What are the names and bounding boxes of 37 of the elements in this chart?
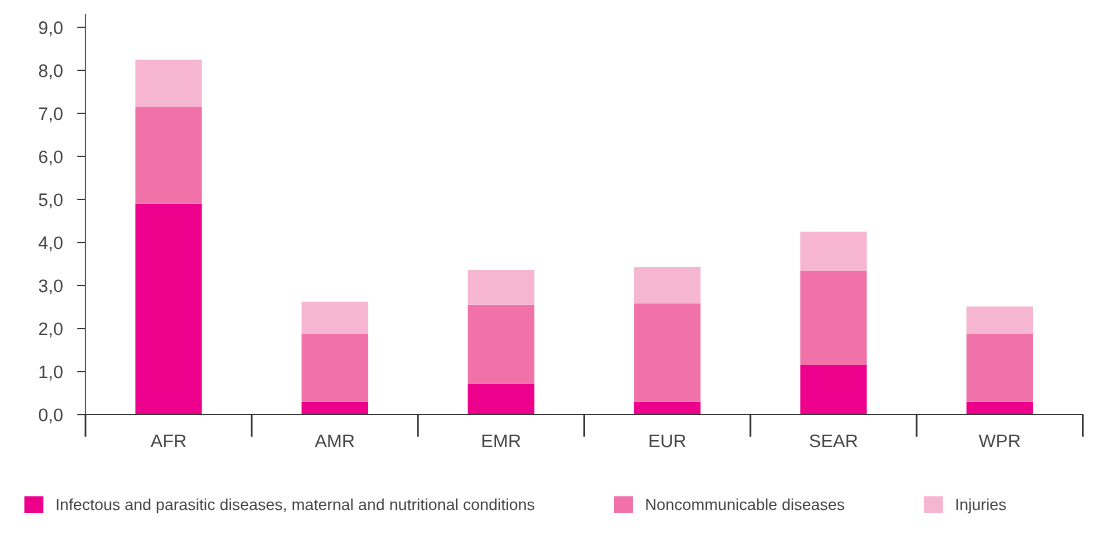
y-tick-label: 9,0 [39,21,63,37]
x-tick-label: EUR [649,434,686,448]
bar [301,334,369,402]
bar [467,383,535,415]
x-tick-label: SEAR [809,434,858,448]
y-tick-label: 5,0 [38,193,63,209]
y-tick-label: 0,0 [38,408,63,424]
bar [301,301,369,335]
legend-label: Injuries [956,498,1006,514]
bar [634,267,701,304]
y-tick-label: 3,0 [38,279,63,295]
legend-label: Infectous and parasitic diseases, maternal and nutritional conditions [56,498,535,514]
x-tick-label: WPR [978,434,1020,448]
x-tick-label: AMR [314,434,355,448]
y-tick-label: 4,0 [38,236,63,252]
legend-label: Noncommunicable diseases [646,498,845,511]
y-tick-label: 1,0 [39,365,63,381]
bar [135,203,202,415]
bar [800,231,867,271]
bar [966,401,1033,415]
y-tick-label: 2,0 [39,322,63,338]
x-tick-label: EMR [482,434,521,448]
bar [800,270,867,366]
y-tick-label: 7,0 [39,107,63,123]
x-tick-label: AFR [150,434,186,448]
bar [966,306,1033,335]
bar [800,365,867,415]
bar [135,106,202,204]
bar [634,303,701,402]
bar [467,270,535,305]
bar [966,334,1033,402]
bar [135,59,202,107]
bar [301,401,369,415]
y-tick-label: 6,0 [39,150,63,166]
y-tick-label: 8,0 [38,64,63,80]
bar [634,401,701,415]
bar [467,304,535,384]
